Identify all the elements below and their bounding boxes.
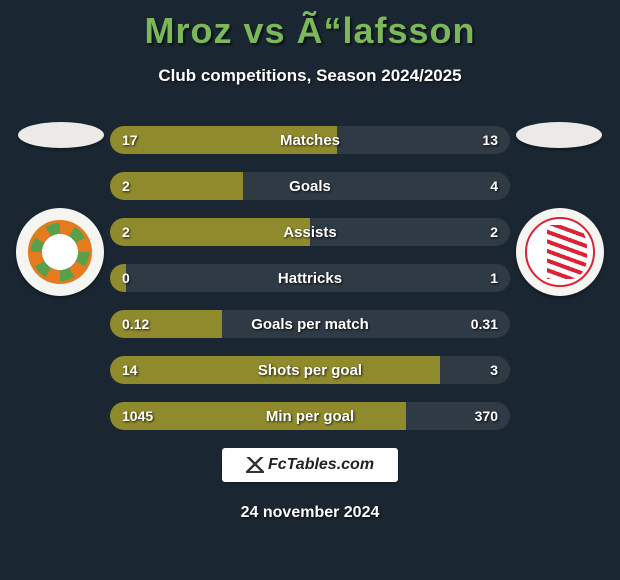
date-text: 24 november 2024 [0,504,620,522]
stat-bar-right [337,126,510,154]
stat-bar-left [110,172,243,200]
stat-bar-right [126,264,510,292]
stat-bar-right [440,356,510,384]
stat-row: 24Goals [110,172,510,200]
page-title: Mroz vs Ã“lafsson [0,0,620,52]
stat-bar-right [310,218,510,246]
stat-bar-bg [110,218,510,246]
stat-bar-right [222,310,510,338]
stat-bars: 1713Matches 24Goals 22Assists 01Hattricks 0.… [110,126,510,430]
subtitle: Club competitions, Season 2024/2025 [0,66,620,86]
stat-bar-left [110,310,222,338]
stat-bar-bg [110,356,510,384]
brand-badge: FcTables.com [222,448,398,482]
brand-text: FcTables.com [268,456,374,474]
club-logo-left [16,208,104,296]
player-marker-left [18,122,104,148]
stat-bar-bg [110,126,510,154]
stat-row: 22Assists [110,218,510,246]
stat-bar-left [110,218,310,246]
stat-bar-right [406,402,510,430]
brand-chart-icon [246,457,264,473]
club-crest-right [525,217,595,287]
club-crest-left [28,220,92,284]
club-logo-right [516,208,604,296]
stat-bar-left [110,126,337,154]
stat-row: 0.120.31Goals per match [110,310,510,338]
stat-bar-left [110,264,126,292]
comparison-stage: 1713Matches 24Goals 22Assists 01Hattricks 0.… [0,126,620,430]
stat-row: 01Hattricks [110,264,510,292]
stat-bar-bg [110,172,510,200]
player-marker-right [516,122,602,148]
stat-row: 1045370Min per goal [110,402,510,430]
stat-bar-left [110,402,406,430]
stat-bar-left [110,356,440,384]
stat-row: 143Shots per goal [110,356,510,384]
stat-bar-bg [110,310,510,338]
stat-bar-right [243,172,510,200]
stat-bar-bg [110,402,510,430]
stat-row: 1713Matches [110,126,510,154]
stat-bar-bg [110,264,510,292]
